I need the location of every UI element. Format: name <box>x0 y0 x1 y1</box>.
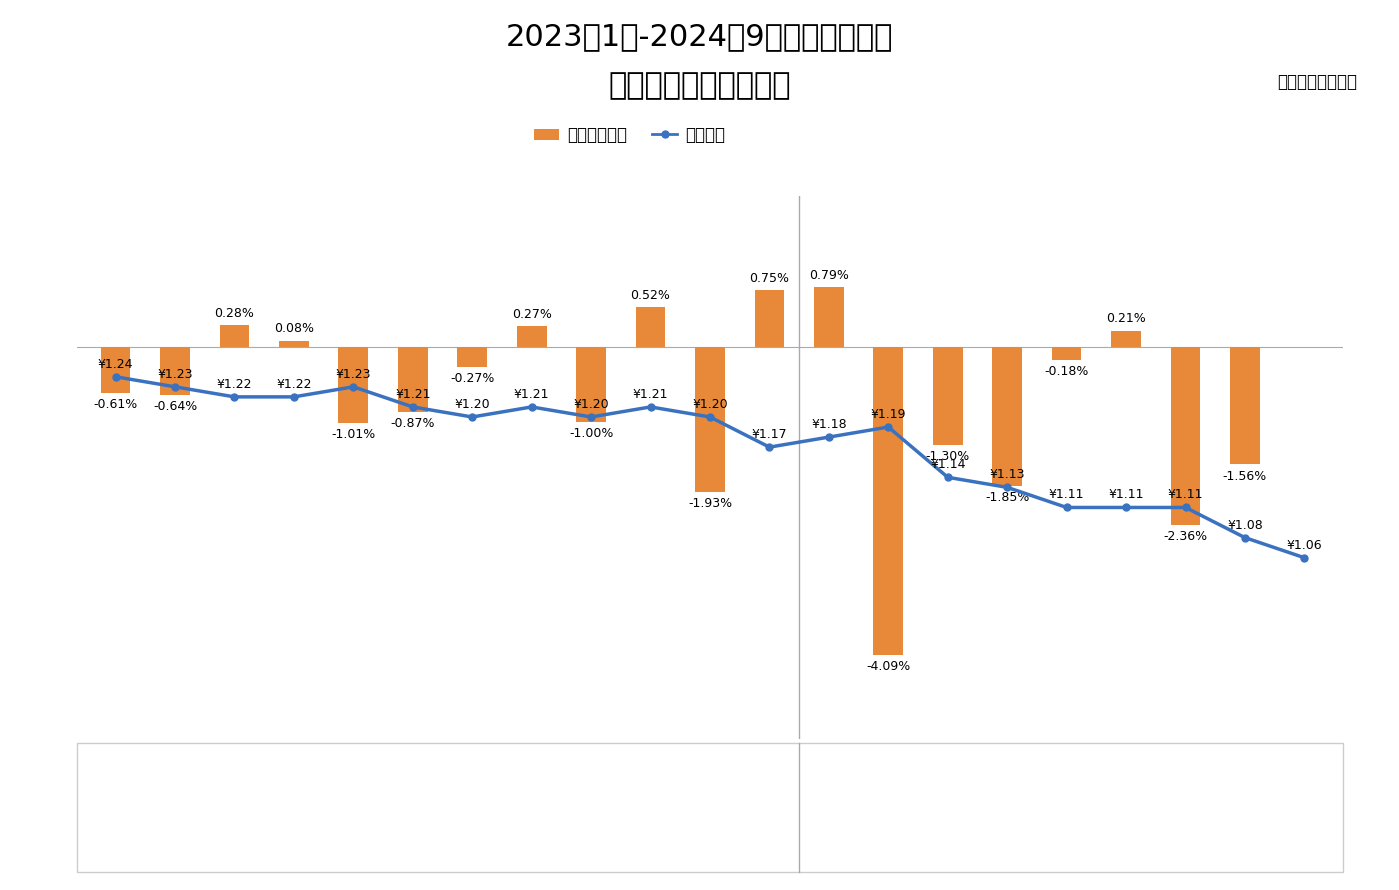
Bar <box>992 346 1023 486</box>
Text: 0.28%: 0.28% <box>214 307 255 320</box>
Bar <box>397 346 428 412</box>
Text: 0.27%: 0.27% <box>512 308 551 321</box>
Text: 5月: 5月 <box>344 781 362 796</box>
Text: ¥1.19: ¥1.19 <box>870 408 907 421</box>
Text: -4.09%: -4.09% <box>866 660 911 673</box>
Text: -1.01%: -1.01% <box>332 428 375 441</box>
Text: -0.27%: -0.27% <box>450 372 494 385</box>
Text: 2023年1月-2024年9月，外星人产品: 2023年1月-2024年9月，外星人产品 <box>506 22 893 52</box>
Text: 0.52%: 0.52% <box>631 289 670 302</box>
Text: 8月: 8月 <box>1235 781 1255 796</box>
Text: 1月: 1月 <box>820 781 838 796</box>
Text: ¥1.22: ¥1.22 <box>217 378 252 391</box>
Text: ¥1.11: ¥1.11 <box>1108 489 1144 501</box>
Text: 7月: 7月 <box>1177 781 1195 796</box>
Text: 8月: 8月 <box>522 781 541 796</box>
Text: ¥1.24: ¥1.24 <box>98 358 133 371</box>
Text: 2024年: 2024年 <box>1038 840 1095 858</box>
Text: -2.36%: -2.36% <box>1164 530 1207 543</box>
Bar <box>576 346 606 422</box>
Text: ¥1.23: ¥1.23 <box>336 368 371 381</box>
Text: 4月: 4月 <box>284 781 304 796</box>
Bar <box>933 346 963 445</box>
Bar <box>873 346 904 655</box>
Bar <box>1111 331 1142 346</box>
Text: ¥1.20: ¥1.20 <box>693 398 727 411</box>
Text: 1月: 1月 <box>106 781 125 796</box>
Text: -1.85%: -1.85% <box>985 491 1030 505</box>
Text: 11月: 11月 <box>695 781 725 796</box>
Bar <box>1052 346 1081 360</box>
Text: ¥1.11: ¥1.11 <box>1049 489 1084 501</box>
Text: ¥1.22: ¥1.22 <box>276 378 312 391</box>
Bar <box>1171 346 1200 524</box>
Text: 百毫升均价及环比变动: 百毫升均价及环比变动 <box>609 71 790 101</box>
Text: ¥1.13: ¥1.13 <box>989 468 1025 481</box>
Text: -1.93%: -1.93% <box>688 498 732 510</box>
Text: 0.08%: 0.08% <box>274 322 313 336</box>
Text: 0.21%: 0.21% <box>1107 312 1146 326</box>
Text: ¥1.14: ¥1.14 <box>930 458 965 472</box>
Bar <box>457 346 487 367</box>
Text: -0.18%: -0.18% <box>1045 366 1088 378</box>
Text: 12月: 12月 <box>755 781 783 796</box>
Bar <box>635 307 666 346</box>
Bar <box>339 346 368 423</box>
Bar <box>220 326 249 346</box>
Bar <box>695 346 725 492</box>
Bar <box>1230 346 1260 465</box>
Text: 0.75%: 0.75% <box>750 271 789 285</box>
Text: ¥1.23: ¥1.23 <box>157 368 193 381</box>
Text: ¥1.20: ¥1.20 <box>455 398 490 411</box>
Text: -0.87%: -0.87% <box>390 417 435 431</box>
Text: 0.79%: 0.79% <box>809 269 849 282</box>
Bar <box>278 341 309 346</box>
Text: -1.00%: -1.00% <box>569 427 613 441</box>
Text: 5月: 5月 <box>1058 781 1076 796</box>
Text: ¥1.06: ¥1.06 <box>1287 538 1322 552</box>
Text: ¥1.18: ¥1.18 <box>811 418 846 431</box>
Text: ¥1.21: ¥1.21 <box>632 388 669 401</box>
Text: 6月: 6月 <box>1116 781 1136 796</box>
Text: ¥1.21: ¥1.21 <box>513 388 550 401</box>
Text: 2023年: 2023年 <box>414 840 470 858</box>
Bar <box>814 287 844 346</box>
Text: 7月: 7月 <box>463 781 481 796</box>
Bar <box>159 346 190 395</box>
Text: 数据来源：马上赢: 数据来源：马上赢 <box>1277 73 1357 91</box>
Text: 10月: 10月 <box>637 781 665 796</box>
Text: ¥1.21: ¥1.21 <box>395 388 431 401</box>
Text: -0.61%: -0.61% <box>94 398 137 411</box>
Text: 3月: 3月 <box>225 781 243 796</box>
Text: 2月: 2月 <box>879 781 898 796</box>
Text: -1.30%: -1.30% <box>926 450 970 463</box>
Text: 3月: 3月 <box>939 781 957 796</box>
Bar <box>101 346 130 392</box>
Text: 2月: 2月 <box>165 781 185 796</box>
Text: 9月: 9月 <box>582 781 600 796</box>
Text: ¥1.20: ¥1.20 <box>574 398 609 411</box>
Legend: 平均规格环比, 平均规格: 平均规格环比, 平均规格 <box>527 119 732 151</box>
Bar <box>516 327 547 346</box>
Bar <box>754 290 785 346</box>
Text: ¥1.08: ¥1.08 <box>1227 519 1263 531</box>
Text: ¥1.11: ¥1.11 <box>1168 489 1203 501</box>
Text: ¥1.17: ¥1.17 <box>751 428 788 441</box>
Text: 6月: 6月 <box>403 781 422 796</box>
Text: 9月: 9月 <box>1295 781 1314 796</box>
Text: 4月: 4月 <box>997 781 1017 796</box>
Text: -1.56%: -1.56% <box>1223 470 1267 482</box>
Text: -0.64%: -0.64% <box>152 400 197 413</box>
